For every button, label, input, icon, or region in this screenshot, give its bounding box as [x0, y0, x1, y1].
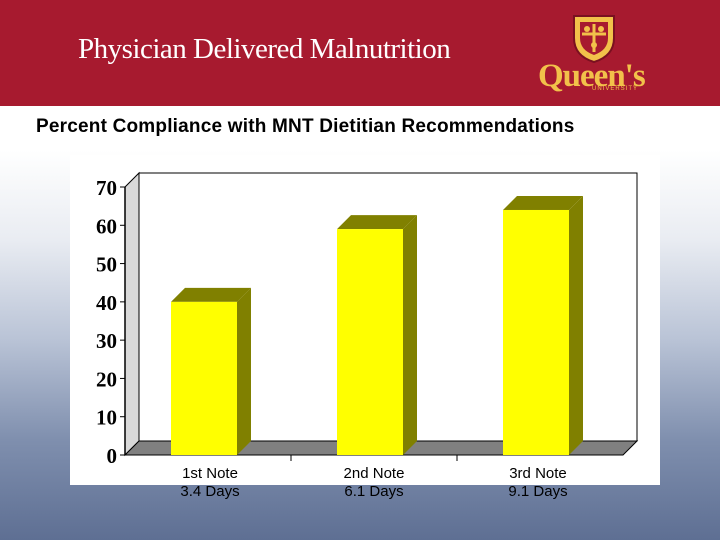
bar-side [569, 195, 583, 455]
y-tick-label: 20 [96, 367, 117, 391]
y-tick-label: 50 [96, 253, 117, 277]
chart-side-wall [124, 171, 140, 457]
category-label-line2: 6.1 Days [344, 483, 404, 500]
slide-title: Physician Delivered Malnutrition [78, 33, 451, 65]
bar-side [403, 215, 417, 455]
y-tick-label: 60 [96, 214, 117, 238]
y-tick-label: 40 [96, 291, 117, 315]
category-label-line1: 2nd Note [343, 465, 405, 482]
category-label: 3rd Note 9.1 Days [478, 465, 598, 501]
bar [503, 209, 569, 455]
bar-top [171, 287, 251, 302]
category-label-line1: 1st Note [182, 465, 238, 482]
bar [337, 229, 403, 455]
y-tick-label: 30 [96, 329, 117, 353]
bar-top [337, 215, 417, 230]
chart-title: Percent Compliance with MNT Dietitian Re… [36, 116, 575, 137]
university-logo-text: Queen's [538, 58, 646, 94]
chart-panel: 0 10 20 30 40 50 60 70 1st Note 3.4 Days 2nd No… [70, 155, 660, 500]
queens-crest-icon [573, 15, 615, 64]
bar-side [237, 287, 251, 455]
category-label-line2: 9.1 Days [508, 483, 568, 500]
y-tick-label: 0 [107, 444, 118, 468]
category-label-line1: 3rd Note [509, 465, 567, 482]
category-label: 1st Note 3.4 Days [150, 465, 270, 501]
slide-header: Physician Delivered Malnutrition Queen's… [0, 0, 720, 106]
bar [171, 301, 237, 455]
y-tick-label: 70 [96, 176, 117, 200]
y-tick-label: 10 [96, 406, 117, 430]
bar-top [503, 195, 583, 210]
category-label: 2nd Note 6.1 Days [314, 465, 434, 501]
category-label-line2: 3.4 Days [180, 483, 240, 500]
bar-chart: 0 10 20 30 40 50 60 70 [96, 171, 639, 468]
university-logo-subtext: UNIVERSITY [592, 86, 639, 92]
